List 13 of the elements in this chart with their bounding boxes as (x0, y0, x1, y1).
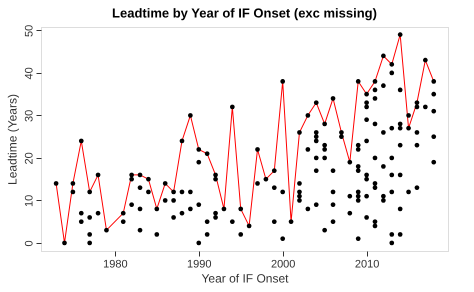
x-tick-label: 1990 (187, 258, 212, 270)
y-tick-label: 10 (24, 194, 36, 208)
x-tick-label: 1980 (103, 258, 128, 270)
x-tick-label: 2000 (270, 258, 296, 270)
y-tick-label: 50 (24, 24, 36, 38)
y-axis-title: Leadtime (Years) (6, 94, 20, 185)
y-tick-label: 40 (24, 67, 36, 80)
y-tick-label: 20 (24, 152, 36, 165)
x-tick-label: 2010 (354, 258, 380, 270)
x-axis-title: Year of IF Onset (202, 272, 290, 286)
y-tick-label: 30 (24, 110, 36, 122)
chart-title: Leadtime by Year of IF Onset (exc missing) (112, 5, 377, 20)
y-tick-label: 0 (24, 240, 36, 246)
